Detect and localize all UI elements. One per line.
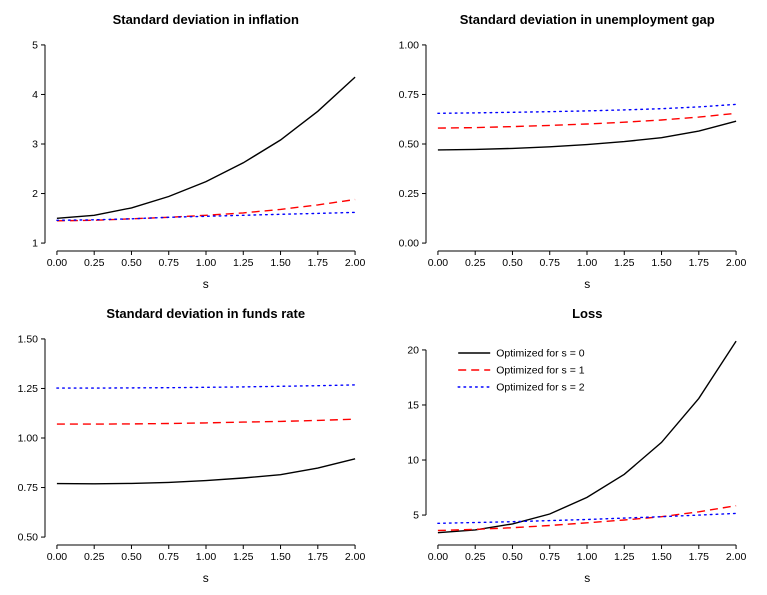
panel-funds-rate: Standard deviation in funds rate 0.00 0.2… <box>2 298 384 592</box>
x-tick-label: 0.25 <box>84 551 105 563</box>
x-tick-label: 1.50 <box>270 257 291 269</box>
legend-label-0: Optimized for s = 0 <box>496 347 585 359</box>
x-tick-label: 1.75 <box>689 551 710 563</box>
x-axis-title: s <box>202 570 209 585</box>
legend-label-1: Optimized for s = 1 <box>496 364 585 376</box>
x-tick-label: 2.00 <box>345 551 366 563</box>
x-tick-label: 1.75 <box>307 551 328 563</box>
series-line-0 <box>438 120 737 151</box>
x-tick-label: 2.00 <box>726 257 747 269</box>
x-tick-label: 0.50 <box>121 551 142 563</box>
inflation-line-chart: 0.00 0.25 0.50 0.75 1.00 1.25 1.50 1.75 2.00 1 2 3 4… <box>32 40 366 270</box>
y-tick-label: 1 <box>32 238 38 250</box>
panel-unemployment-gap: Standard deviation in unemployment gap 0… <box>384 4 766 298</box>
x-tick-label: 1.50 <box>652 551 673 563</box>
x-tick-label: 1.75 <box>307 257 328 269</box>
x-tick-label: 0.25 <box>465 257 486 269</box>
x-tick-label: 0.25 <box>465 551 486 563</box>
x-tick-label: 0.75 <box>158 257 179 269</box>
x-tick-label: 0.00 <box>428 257 449 269</box>
x-tick-label: 0.75 <box>158 551 179 563</box>
y-tick-label: 1.00 <box>399 40 420 52</box>
x-tick-label: 1.50 <box>652 257 673 269</box>
x-tick-label: 2.00 <box>345 257 366 269</box>
y-tick-label: 10 <box>408 454 420 466</box>
x-tick-label: 1.25 <box>614 257 635 269</box>
y-tick-label: 5 <box>32 40 38 52</box>
series-line-0 <box>56 76 356 220</box>
x-tick-label: 1.25 <box>614 551 635 563</box>
series-line-2 <box>55 383 356 389</box>
unemployment-gap-line-chart: 0.00 0.25 0.50 0.75 1.00 1.25 1.50 1.75 2.00 0.00… <box>399 40 747 270</box>
y-tick-label: 20 <box>408 344 420 356</box>
y-tick-label: 0.50 <box>17 531 38 543</box>
y-tick-label: 4 <box>32 89 38 101</box>
x-tick-label: 0.00 <box>428 551 449 563</box>
x-tick-label: 0.25 <box>84 257 105 269</box>
y-tick-label: 1.25 <box>17 383 38 395</box>
x-tick-label: 1.75 <box>689 257 710 269</box>
x-tick-label: 1.25 <box>233 257 254 269</box>
legend-label-2: Optimized for s = 2 <box>496 381 585 393</box>
y-tick-label: 5 <box>413 509 419 521</box>
x-tick-label: 0.75 <box>540 551 561 563</box>
y-tick-label: 1.50 <box>17 333 38 345</box>
x-tick-label: 0.00 <box>46 257 67 269</box>
series-line-1 <box>438 504 737 531</box>
funds-rate-line-chart: 0.00 0.25 0.50 0.75 1.00 1.25 1.50 1.75 2.00 0.50… <box>17 333 366 563</box>
y-tick-label: 2 <box>32 188 38 200</box>
x-tick-label: 0.50 <box>502 551 523 563</box>
x-tick-label: 1.50 <box>270 551 291 563</box>
y-tick-label: 1.00 <box>17 432 38 444</box>
x-axis-title: s <box>584 570 591 585</box>
x-axis-title: s <box>584 277 591 292</box>
x-axis-title: s <box>202 277 209 292</box>
x-tick-label: 1.00 <box>196 551 217 563</box>
series-line-1 <box>56 199 355 222</box>
x-tick-label: 1.00 <box>577 551 598 563</box>
x-tick-label: 0.50 <box>502 257 523 269</box>
x-tick-label: 1.00 <box>196 257 217 269</box>
x-tick-label: 0.00 <box>46 551 67 563</box>
chart-title-loss: Loss <box>572 305 603 321</box>
x-tick-label: 0.75 <box>540 257 561 269</box>
panel-loss: Loss 0.00 0.25 0.50 0.75 1.00 1.25 1.50 1.75 2.0… <box>384 298 766 592</box>
x-tick-label: 1.25 <box>233 551 254 563</box>
x-tick-label: 1.00 <box>577 257 598 269</box>
series-line-1 <box>56 418 355 425</box>
series-line-0 <box>56 457 356 485</box>
series-line-2 <box>437 103 738 115</box>
panel-inflation: Standard deviation in inflation 0.00 0.25… <box>2 4 384 298</box>
series-line-2 <box>437 512 738 524</box>
y-tick-label: 0.75 <box>17 482 38 494</box>
chart-title-unemployment-gap: Standard deviation in unemployment gap <box>459 12 715 28</box>
y-tick-label: 0.50 <box>399 139 420 151</box>
y-tick-label: 3 <box>32 139 38 151</box>
x-tick-label: 2.00 <box>726 551 747 563</box>
series-line-1 <box>438 112 737 130</box>
loss-line-chart: 0.00 0.25 0.50 0.75 1.00 1.25 1.50 1.75 2.00 5 10 1… <box>408 340 747 563</box>
y-tick-label: 15 <box>408 399 420 411</box>
y-tick-label: 0.00 <box>399 238 420 250</box>
series-line-0 <box>438 340 737 534</box>
y-tick-label: 0.25 <box>399 188 420 200</box>
chart-title-inflation: Standard deviation in inflation <box>112 12 299 28</box>
x-tick-label: 0.50 <box>121 257 142 269</box>
chart-title-funds-rate: Standard deviation in funds rate <box>106 305 306 321</box>
y-tick-label: 0.75 <box>399 89 420 101</box>
